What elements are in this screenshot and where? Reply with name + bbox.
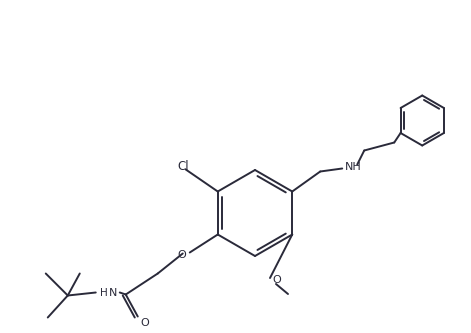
Text: O: O [272,275,281,285]
Text: H: H [100,287,108,297]
Text: O: O [141,317,149,327]
Text: NH: NH [345,162,362,171]
Text: N: N [108,287,117,297]
Text: Cl: Cl [178,160,189,173]
Text: O: O [177,249,186,259]
